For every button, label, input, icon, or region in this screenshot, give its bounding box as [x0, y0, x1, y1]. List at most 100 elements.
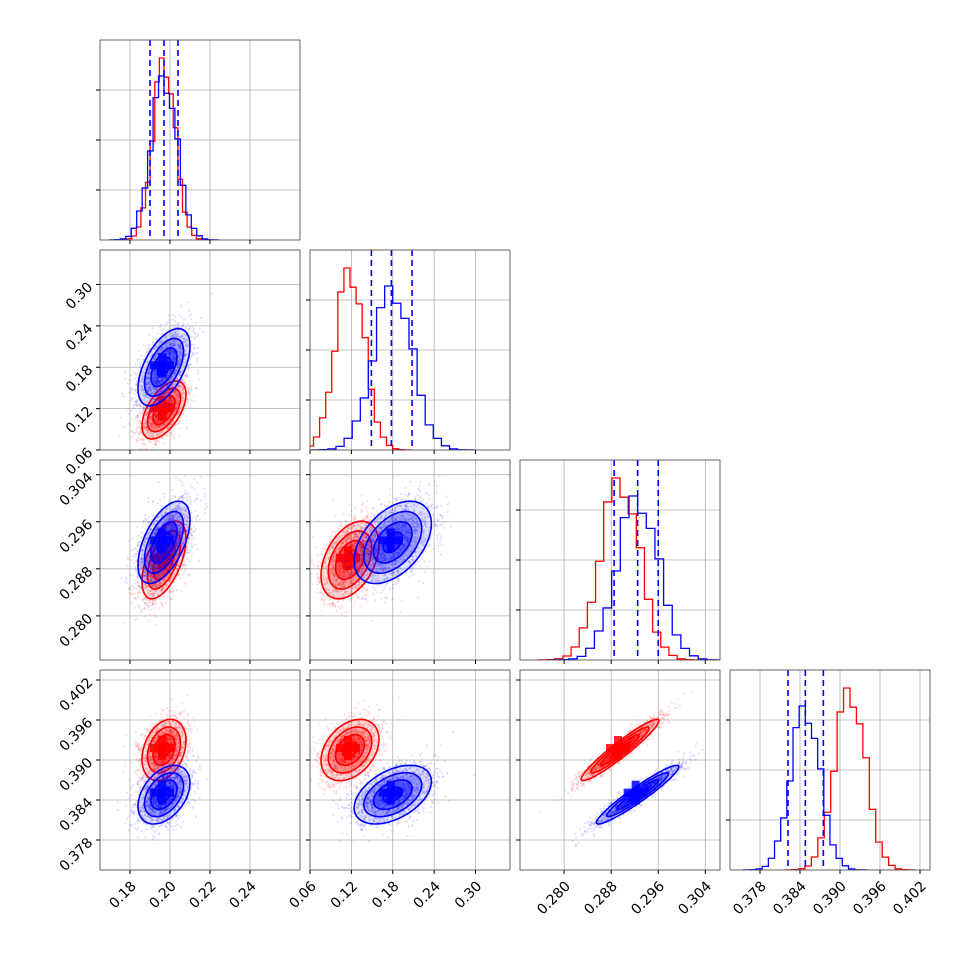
histogram-step: [537, 477, 703, 660]
x-tick-label: 0.296: [628, 878, 668, 918]
y-tick-label: 0.12: [63, 404, 96, 437]
contour-line: [137, 500, 191, 585]
density-peak: [158, 412, 166, 420]
density-peak: [344, 744, 352, 752]
density-peak: [614, 752, 622, 760]
density-peak: [336, 744, 344, 752]
density-peak: [166, 536, 174, 545]
density-peak: [158, 369, 166, 378]
contour-line: [327, 530, 373, 590]
density-peak: [158, 544, 166, 553]
panel-2-1: [306, 459, 511, 664]
density-peak: [344, 546, 352, 554]
x-tick-label: 0.24: [411, 878, 444, 911]
contour-line: [150, 520, 178, 564]
density-peak: [631, 788, 640, 797]
density-peak: [166, 554, 174, 562]
panel-frame: [99, 669, 301, 871]
density-peak: [378, 536, 387, 545]
density-peak: [150, 536, 158, 545]
contour-line: [141, 380, 187, 440]
x-tick-label: 0.12: [328, 878, 361, 911]
density-peak: [158, 562, 166, 570]
x-tick-label: 0.18: [369, 878, 402, 911]
contour-line: [595, 764, 680, 825]
density-peak: [344, 554, 352, 562]
density-peak: [614, 736, 622, 744]
contour-line: [143, 337, 185, 398]
contour-line: [327, 726, 373, 774]
panel-3-0: [96, 669, 301, 874]
density-peak: [150, 744, 158, 752]
panel-frame: [309, 459, 511, 661]
contour-line: [141, 718, 187, 782]
contour-line: [150, 347, 178, 388]
density-peak: [344, 752, 352, 760]
density-peak: [166, 404, 174, 412]
density-peak: [166, 744, 174, 752]
x-tick-label: 0.18: [106, 878, 139, 911]
contour-line: [320, 718, 380, 782]
contour-line: [143, 510, 185, 575]
contour-line: [141, 520, 187, 600]
panel-frame: [99, 249, 301, 451]
x-tick-label: 0.30: [452, 878, 485, 911]
density-peak: [158, 788, 166, 797]
panel-frame: [309, 669, 511, 871]
y-tick-label: 0.30: [63, 279, 96, 312]
contour-line: [580, 718, 660, 782]
density-peak: [150, 554, 158, 562]
contour-line: [137, 764, 191, 825]
contour-line: [143, 771, 185, 818]
y-tick-label: 0.384: [57, 795, 97, 835]
density-peak: [606, 744, 614, 752]
x-tick-label: 0.280: [534, 878, 574, 918]
density-peak: [622, 744, 630, 752]
contour-line: [137, 327, 191, 407]
density-peak: [150, 361, 158, 370]
y-tick-label: 0.24: [63, 321, 96, 354]
y-tick-label: 0.06: [63, 445, 96, 478]
density-peak: [631, 796, 640, 805]
density-peak: [158, 736, 166, 744]
density-peak: [336, 554, 344, 562]
density-peak: [386, 544, 395, 553]
density-peak: [352, 744, 360, 752]
x-tick-label: 0.288: [581, 878, 621, 918]
contour-line: [320, 520, 380, 600]
y-tick-label: 0.288: [57, 564, 97, 604]
density-peak: [158, 396, 166, 404]
density-peak: [158, 780, 166, 789]
density-peak: [158, 528, 166, 537]
contour-line: [363, 771, 423, 818]
contour-line: [353, 764, 433, 825]
density-peak: [378, 788, 387, 797]
y-tick-label: 0.396: [57, 715, 97, 755]
contour-line: [334, 539, 366, 581]
y-tick-label: 0.378: [57, 835, 97, 875]
density-peak: [394, 788, 403, 797]
density-peak: [158, 404, 166, 412]
density-peak: [158, 361, 166, 370]
contour-line: [616, 779, 659, 811]
histogram-step: [311, 285, 475, 450]
histogram-step: [784, 687, 916, 870]
density-peak: [623, 788, 632, 797]
panel-3-2: [516, 669, 721, 874]
x-tick-label: 0.22: [186, 878, 219, 911]
contour-line: [372, 521, 413, 564]
density-peak: [150, 788, 158, 797]
density-peak: [158, 536, 166, 545]
y-tick-label: 0.402: [57, 675, 97, 715]
x-tick-label: 0.378: [730, 878, 770, 918]
density-peak: [158, 353, 166, 362]
contour-line: [606, 771, 670, 818]
density-peak: [614, 744, 622, 752]
density-peak: [386, 780, 395, 789]
panel-2-0: [96, 459, 301, 664]
x-tick-label: 0.06: [286, 878, 319, 911]
density-peak: [344, 736, 352, 744]
panel-3-3: [726, 669, 931, 874]
density-peak: [344, 562, 352, 570]
